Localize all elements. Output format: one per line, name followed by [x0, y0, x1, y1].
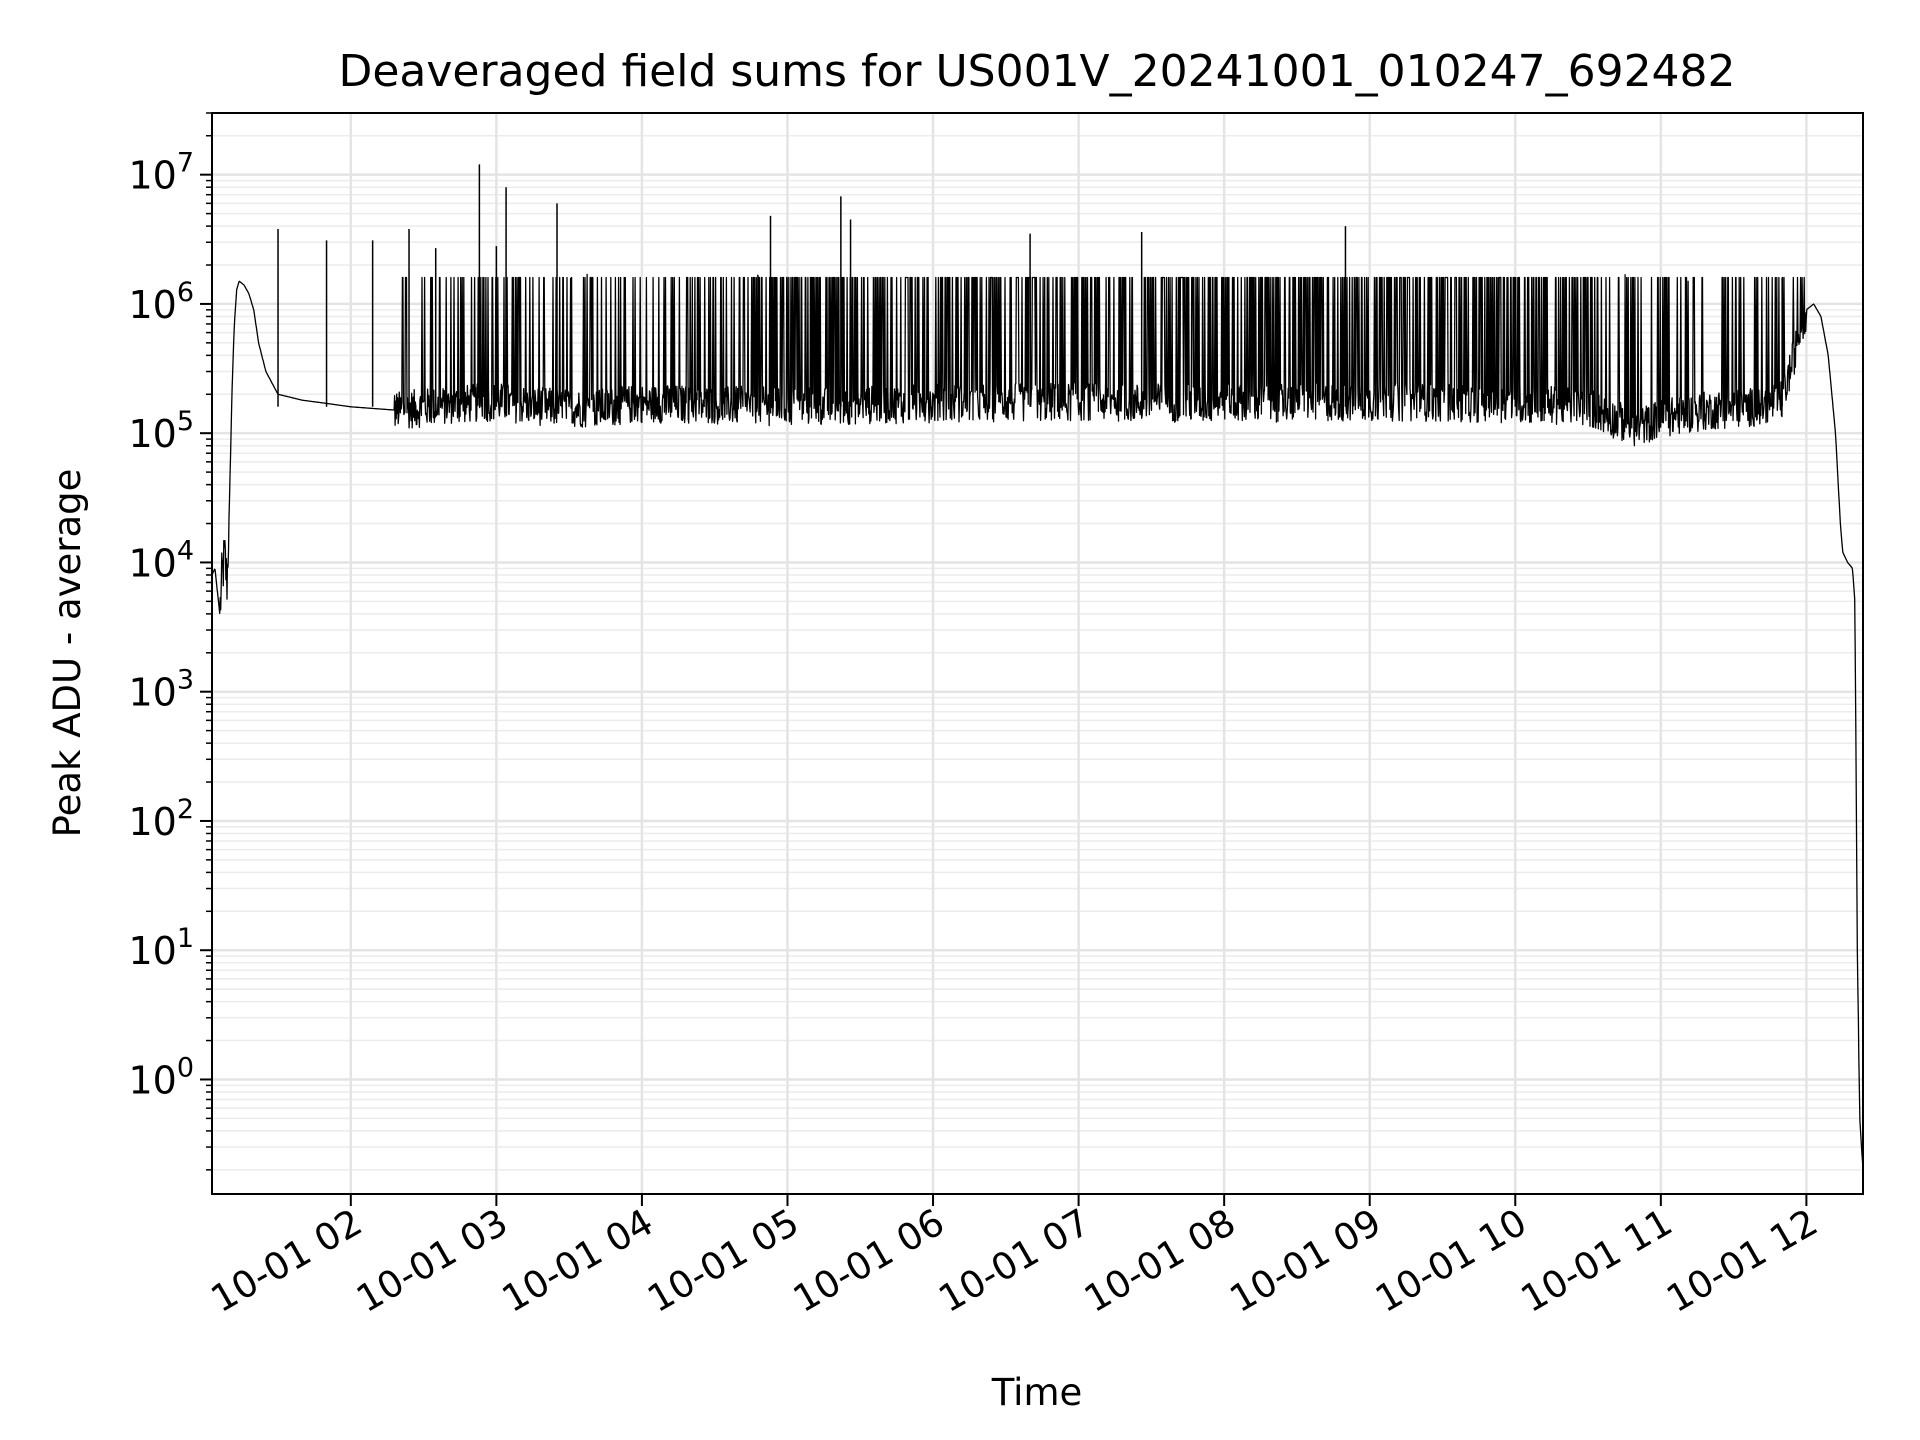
series-line	[211, 273, 1864, 1170]
y-tick-label: 107	[128, 148, 194, 198]
y-tick-label-base: 10	[128, 154, 176, 198]
y-tick-label-exponent: 3	[177, 665, 194, 696]
y-tick-label: 102	[128, 794, 194, 844]
y-tick-label-exponent: 7	[177, 148, 194, 179]
y-tick-label-exponent: 6	[177, 277, 194, 308]
y-axis-label: Peak ADU - average	[46, 469, 89, 838]
x-axis-label: Time	[991, 1371, 1083, 1414]
data-series	[211, 164, 1864, 1170]
y-tick-label: 103	[128, 665, 194, 715]
y-tick-label-base: 10	[128, 929, 176, 973]
y-tick-label-base: 10	[128, 541, 176, 585]
y-tick-label-exponent: 4	[177, 535, 194, 566]
y-tick-label-base: 10	[128, 1058, 176, 1102]
y-tick-label-exponent: 1	[177, 923, 194, 954]
y-tick-label-base: 10	[128, 283, 176, 327]
y-tick-label-exponent: 0	[177, 1052, 194, 1083]
minor-grid	[212, 112, 1863, 1171]
y-tick-label-base: 10	[128, 412, 176, 456]
y-tick-label-exponent: 5	[177, 406, 194, 437]
y-tick-label: 100	[128, 1052, 194, 1102]
y-tick-label: 104	[128, 535, 194, 585]
y-tick-label: 105	[128, 406, 194, 456]
y-tick-label: 101	[128, 923, 194, 973]
y-tick-label: 106	[128, 277, 194, 327]
y-tick-label-exponent: 2	[177, 794, 194, 825]
major-grid	[212, 113, 1863, 1194]
chart-title: Deaveraged field sums for US001V_2024100…	[338, 46, 1735, 97]
y-tick-label-base: 10	[128, 800, 176, 844]
y-tick-label-base: 10	[128, 671, 176, 715]
